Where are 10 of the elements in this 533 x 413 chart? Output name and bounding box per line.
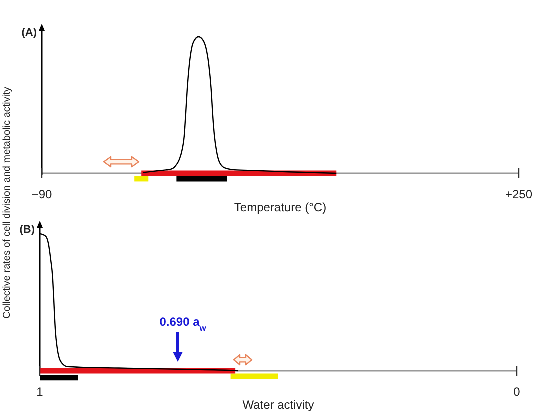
annotation: 0.690 a$_{w}$: [160, 315, 207, 333]
x-axis-title: Temperature (°C): [234, 200, 327, 214]
y-axis-title: Collective rates of cell division and metabolic activity: [2, 87, 13, 319]
x-tick-label: −90: [32, 188, 52, 202]
chart-title: (A): [22, 27, 38, 39]
chart-title: (B): [20, 224, 36, 236]
x-axis-title: Water activity: [242, 398, 314, 412]
x-tick-label: +250: [505, 188, 533, 202]
x-tick-label: 1: [36, 385, 44, 399]
x-tick-label: 0: [514, 385, 521, 399]
